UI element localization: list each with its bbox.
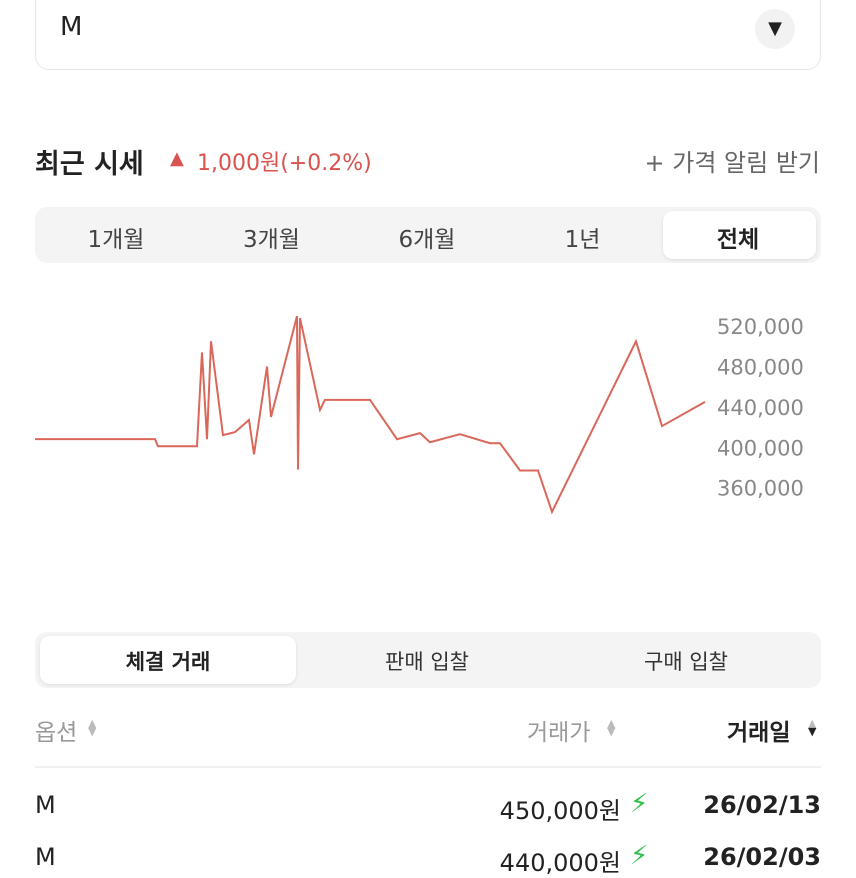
page: M ▼ 최근 시세 ▲ 1,000원(+0.2%) + 가격 알림 받기 1개월… bbox=[35, 0, 821, 877]
y-tick-label: 400,000 bbox=[717, 436, 804, 460]
trade-tab[interactable]: 판매 입찰 bbox=[385, 650, 469, 674]
sort-icon: ▲ ▼ bbox=[607, 717, 616, 738]
sort-icon: ▲ ▼ bbox=[88, 717, 97, 738]
row-option: M bbox=[35, 843, 56, 871]
header-price[interactable]: 거래가 bbox=[527, 720, 591, 746]
row-date: 26/02/13 bbox=[703, 791, 821, 819]
period-tab[interactable]: 6개월 bbox=[398, 227, 456, 253]
sort-icon: ▲ ▼ bbox=[808, 717, 817, 738]
trade-tab[interactable]: 구매 입찰 bbox=[644, 650, 728, 674]
trade-tab[interactable]: 체결 거래 bbox=[125, 650, 211, 674]
header-date[interactable]: 거래일 bbox=[727, 720, 791, 746]
divider bbox=[35, 766, 821, 768]
price-chart: 520,000 480,000 440,000 400,000 360,000 bbox=[35, 315, 804, 515]
period-tab[interactable]: 3개월 bbox=[243, 227, 300, 253]
section-title: 최근 시세 bbox=[35, 149, 144, 180]
dropdown-arrow: ▼ bbox=[755, 9, 795, 49]
row-date: 26/02/03 bbox=[703, 843, 821, 871]
period-tab[interactable]: 전체 bbox=[716, 227, 760, 253]
y-tick-label: 480,000 bbox=[717, 356, 804, 380]
price-change: 1,000원(+0.2%) bbox=[197, 151, 372, 176]
y-tick-label: 360,000 bbox=[717, 477, 804, 501]
row-price: 440,000원 bbox=[499, 849, 621, 877]
row-price: 450,000원 bbox=[499, 797, 621, 825]
header-option[interactable]: 옵션 bbox=[35, 720, 78, 746]
alert-link[interactable]: + 가격 알림 받기 bbox=[644, 149, 820, 177]
trade-tab-active-bg bbox=[40, 636, 296, 684]
quick-icon: ⚡ bbox=[630, 841, 649, 871]
quick-icon: ⚡ bbox=[630, 789, 649, 819]
period-tab-active-bg bbox=[663, 211, 816, 259]
size-dropdown[interactable] bbox=[35, 0, 821, 70]
row-option: M bbox=[35, 791, 56, 819]
price-line bbox=[35, 315, 706, 515]
up-icon: ▲ bbox=[170, 148, 184, 169]
y-tick-label: 520,000 bbox=[717, 315, 804, 339]
dropdown-value: M bbox=[60, 12, 83, 42]
period-tab[interactable]: 1년 bbox=[564, 227, 601, 253]
y-tick-label: 440,000 bbox=[717, 396, 804, 420]
period-tab[interactable]: 1개월 bbox=[87, 227, 145, 253]
